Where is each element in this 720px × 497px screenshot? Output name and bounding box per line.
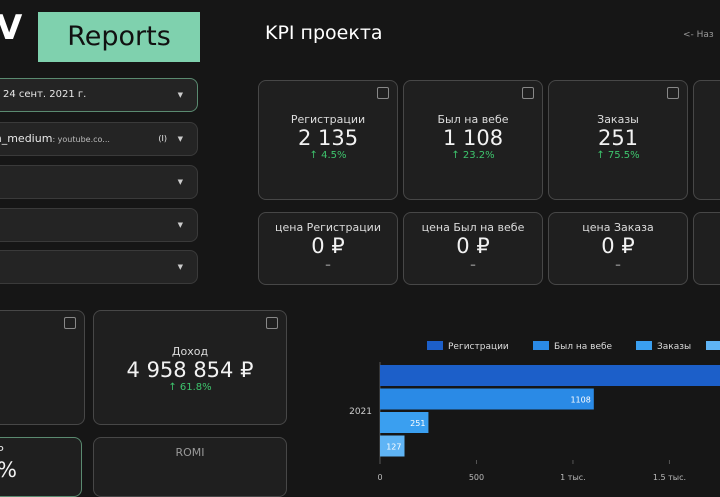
card-change: ↑ 61.8% (168, 382, 212, 393)
card: Доход 4 958 854 ₽ ↑ 61.8% (93, 310, 287, 425)
card-label: Р (0, 444, 4, 457)
kpi-change: ↑ 4.5% (309, 150, 347, 161)
legend-swatch (427, 341, 443, 350)
price-value: 0 ₽ (456, 234, 490, 258)
medium-filter[interactable]: m_medium: youtube.co... (I) ▼ (0, 122, 198, 156)
x-tick-label: 1,5 тыс. (653, 473, 686, 480)
filter[interactable]: ▼ (0, 165, 198, 199)
legend-label: Был на вебе (554, 342, 613, 352)
reports-badge[interactable]: Reports (38, 12, 200, 62)
kpi-change: ↑ 23.2% (451, 150, 495, 161)
icon (377, 87, 389, 99)
arrow: ▼ (177, 91, 183, 99)
price-value: 0 ₽ (601, 234, 635, 258)
bar (380, 435, 405, 457)
date-label: 24 сент. 2021 г. (3, 89, 87, 100)
legend-label: Регистрации (448, 342, 509, 352)
kpi-label: Заказы (597, 113, 639, 126)
card-label: Доход (171, 345, 209, 358)
kpi-value: 1 108 (442, 126, 504, 150)
icon (667, 87, 679, 99)
kpi-card: Был на вебе 1 108 ↑ 23.2% (403, 80, 543, 200)
data-label: 251 (410, 419, 425, 428)
kpi-card: Заказы 251 ↑ 75.5% (548, 80, 688, 200)
legend-swatch (533, 341, 549, 350)
kpi-card (693, 80, 720, 200)
legend-swatch (706, 341, 720, 350)
back-link[interactable]: <- Наз (683, 30, 714, 40)
arrow: ▼ (177, 263, 183, 271)
data-label: 127 (386, 443, 401, 452)
kpi-card (693, 212, 720, 285)
kpi-label: Был на вебе (437, 113, 509, 126)
date-filter[interactable]: 24 сент. 2021 г. ▼ (0, 78, 198, 112)
card-value: 4 958 854 ₽ (126, 358, 254, 382)
icon (522, 87, 534, 99)
price-card: цена Был на вебе 0 ₽ – (403, 212, 543, 285)
y-tick-label: 2021 (349, 407, 372, 417)
data-label: 1108 (570, 396, 590, 405)
page-title: KPI проекта (265, 22, 383, 44)
kpi-value: 2 135 (297, 126, 359, 150)
price-label: цена Регистрации (275, 221, 381, 234)
card-label: ROMI (175, 446, 205, 459)
logo: V (0, 8, 23, 48)
x-tick-label: 1 тыс. (560, 473, 586, 480)
change-text: 61.8% (179, 382, 212, 393)
kpi-value: 251 (597, 126, 639, 150)
legend-label: Заказы (657, 342, 691, 352)
filter-label: m_medium (0, 132, 53, 145)
price-card: цена Регистрации 0 ₽ – (258, 212, 398, 285)
filter-count: (I) (158, 134, 167, 143)
filter-value: : youtube.co... (52, 135, 110, 144)
kpi-label: Регистрации (290, 113, 366, 126)
price-label: цена Заказа (582, 221, 654, 234)
bar (380, 365, 720, 386)
change-text: 23.2% (462, 150, 495, 161)
legend-swatch (636, 341, 652, 350)
price-change: – (470, 258, 476, 271)
arrow: ▼ (177, 178, 183, 186)
filter[interactable]: ▼ (0, 208, 198, 242)
change-text: 75.5% (607, 150, 640, 161)
filter[interactable]: ▼ (0, 250, 198, 284)
card-value: % (0, 458, 17, 482)
kpi-card: Регистрации 2 135 ↑ 4.5% (258, 80, 398, 200)
price-change: – (325, 258, 331, 271)
icon (266, 317, 278, 329)
x-tick-label: 500 (469, 473, 484, 480)
x-tick-label: 0 (377, 473, 382, 480)
card: д (0, 310, 85, 425)
price-value: 0 ₽ (311, 234, 345, 258)
bar (380, 388, 594, 410)
kpi-change: ↑ 75.5% (596, 150, 640, 161)
price-card: цена Заказа 0 ₽ – (548, 212, 688, 285)
price-change: – (615, 258, 621, 271)
icon (64, 317, 76, 329)
change-text: 4.5% (321, 150, 347, 161)
chart: 0 500 1 тыс. 1,5 тыс. Регистрации Был на вебе… (349, 341, 720, 480)
price-label: цена Был на вебе (421, 221, 525, 234)
page: {"header":{"logo":"V","reports":"Reports… (0, 8, 720, 497)
arrow: ▼ (177, 221, 183, 229)
bar (380, 412, 429, 433)
arrow: ▼ (177, 135, 183, 143)
